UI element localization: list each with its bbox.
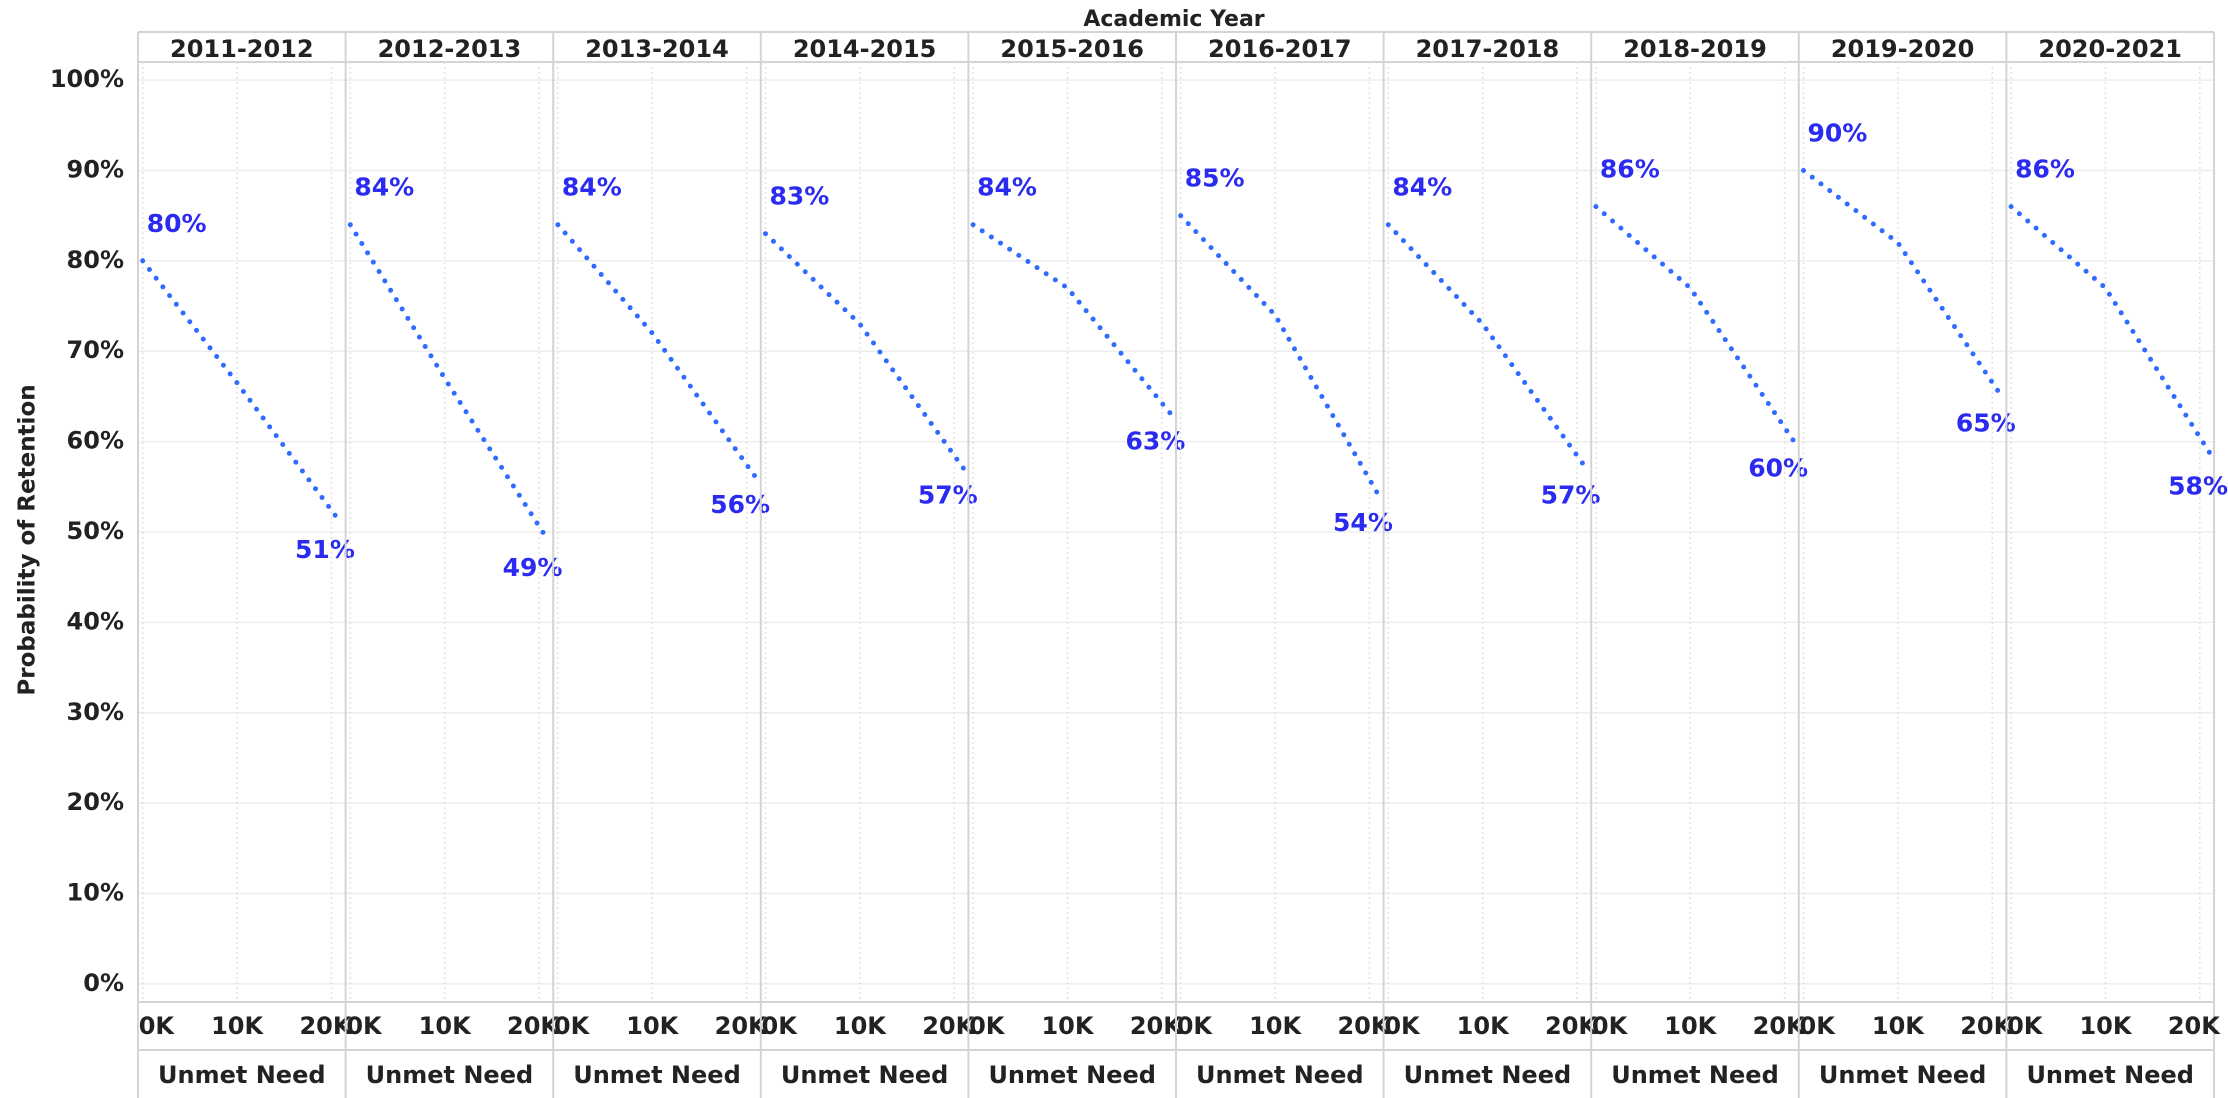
x-tick-label: 0K — [1177, 1012, 1214, 1040]
y-tick-label: 10% — [67, 879, 124, 907]
x-tick-label: 0K — [1800, 1012, 1837, 1040]
x-tick-label: 0K — [554, 1012, 591, 1040]
x-tick-label: 10K — [1457, 1012, 1510, 1040]
x-tick-label: 0K — [762, 1012, 799, 1040]
data-label: 83% — [770, 182, 830, 211]
panel-title: 2013-2014 — [585, 35, 729, 63]
x-axis-label: Unmet Need — [781, 1061, 949, 1089]
x-axis-label: Unmet Need — [1404, 1061, 1572, 1089]
panel-title: 2019-2020 — [1831, 35, 1975, 63]
data-label: 85% — [1185, 164, 1245, 193]
panel-title: 2012-2013 — [378, 35, 522, 63]
y-tick-label: 60% — [67, 427, 124, 455]
x-tick-label: 10K — [1872, 1012, 1925, 1040]
x-axis-label: Unmet Need — [366, 1061, 534, 1089]
y-tick-label: 80% — [67, 246, 124, 274]
x-axis-label: Unmet Need — [1196, 1061, 1364, 1089]
y-tick-label: 90% — [67, 155, 124, 183]
x-tick-label: 0K — [1592, 1012, 1629, 1040]
retention-line — [1801, 168, 2005, 399]
x-tick-label: 20K — [1130, 1012, 1183, 1040]
data-label: 86% — [2015, 155, 2075, 184]
x-tick-label: 0K — [969, 1012, 1006, 1040]
y-tick-label: 40% — [67, 607, 124, 635]
retention-line — [347, 222, 551, 544]
data-label: 84% — [1392, 173, 1452, 202]
retention-line — [555, 222, 759, 481]
x-tick-label: 10K — [1249, 1012, 1302, 1040]
data-label: 58% — [2168, 472, 2228, 501]
x-tick-label: 20K — [2168, 1012, 2221, 1040]
y-tick-label: 0% — [83, 969, 124, 997]
y-axis-label: Probability of Retention — [15, 384, 41, 695]
panel-title: 2015-2016 — [1000, 35, 1144, 63]
x-tick-label: 10K — [211, 1012, 264, 1040]
data-label: 80% — [147, 209, 207, 238]
retention-line — [970, 222, 1174, 417]
panel-title: 2017-2018 — [1416, 35, 1560, 63]
x-tick-label: 10K — [1664, 1012, 1717, 1040]
retention-line — [1593, 204, 1797, 445]
x-axis-label: Unmet Need — [1611, 1061, 1779, 1089]
y-tick-label: 30% — [67, 698, 124, 726]
facet-title: Academic Year — [1083, 7, 1264, 32]
panel-title: 2014-2015 — [793, 35, 937, 63]
data-label: 84% — [977, 173, 1037, 202]
x-tick-label: 10K — [834, 1012, 887, 1040]
y-tick-label: 100% — [50, 65, 124, 93]
panel-title: 2016-2017 — [1208, 35, 1352, 63]
x-tick-label: 10K — [1041, 1012, 1094, 1040]
x-tick-label: 0K — [346, 1012, 383, 1040]
x-tick-label: 20K — [299, 1012, 352, 1040]
retention-line — [1178, 213, 1382, 499]
x-tick-label: 20K — [1545, 1012, 1598, 1040]
x-tick-label: 10K — [419, 1012, 472, 1040]
x-axis-label: Unmet Need — [1819, 1061, 1987, 1089]
panel-title: 2011-2012 — [170, 35, 314, 63]
y-tick-label: 70% — [67, 336, 124, 364]
y-tick-label: 20% — [67, 788, 124, 816]
panel-title: 2018-2019 — [1623, 35, 1767, 63]
data-label: 90% — [1808, 118, 1868, 147]
x-tick-label: 20K — [715, 1012, 768, 1040]
x-tick-label: 0K — [139, 1012, 176, 1040]
x-tick-label: 20K — [1753, 1012, 1806, 1040]
data-label: 84% — [354, 173, 414, 202]
x-tick-label: 10K — [626, 1012, 679, 1040]
x-axis-label: Unmet Need — [2026, 1061, 2194, 1089]
retention-line — [1385, 222, 1589, 472]
y-tick-label: 50% — [67, 517, 124, 545]
x-tick-label: 20K — [1337, 1012, 1390, 1040]
data-label: 84% — [562, 173, 622, 202]
x-axis-label: Unmet Need — [158, 1061, 326, 1089]
data-label: 86% — [1600, 155, 1660, 184]
x-tick-label: 20K — [507, 1012, 560, 1040]
retention-line — [140, 258, 344, 526]
retention-line — [2008, 204, 2217, 463]
x-tick-label: 10K — [2079, 1012, 2132, 1040]
x-tick-label: 0K — [1384, 1012, 1421, 1040]
x-axis-label: Unmet Need — [573, 1061, 741, 1089]
x-tick-label: 20K — [1960, 1012, 2013, 1040]
panel-title: 2020-2021 — [2038, 35, 2182, 63]
x-tick-label: 0K — [2007, 1012, 2044, 1040]
retention-line — [763, 231, 967, 472]
x-tick-label: 20K — [922, 1012, 975, 1040]
x-axis-label: Unmet Need — [988, 1061, 1156, 1089]
